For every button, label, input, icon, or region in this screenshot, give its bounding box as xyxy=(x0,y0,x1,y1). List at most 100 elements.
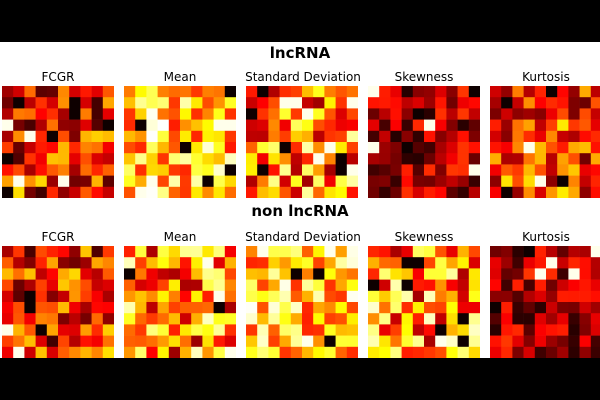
heatmap-cell xyxy=(346,119,358,132)
heatmap-cell xyxy=(579,268,592,280)
heatmap-cell xyxy=(446,186,458,198)
heatmap-cell xyxy=(534,324,547,336)
heatmap-cell xyxy=(457,290,470,303)
heatmap-cell xyxy=(124,346,136,358)
heatmap-cell xyxy=(135,86,147,98)
heatmap-cell xyxy=(590,86,600,98)
heatmap-cell xyxy=(135,119,147,132)
heatmap-cell xyxy=(157,290,170,303)
heatmap-cell xyxy=(24,142,36,154)
heatmap-cell xyxy=(124,119,136,132)
heatmap-cell xyxy=(468,153,480,165)
heatmap-cell xyxy=(46,119,59,132)
heatmap-cell xyxy=(146,175,158,188)
heatmap-cell xyxy=(424,279,436,292)
heatmap-cell xyxy=(13,130,25,143)
heatmap-cell xyxy=(69,257,81,269)
heatmap-cell xyxy=(24,324,36,336)
heatmap-cell xyxy=(2,97,14,109)
heatmap-cell xyxy=(368,324,380,336)
heatmap-cell xyxy=(2,186,14,198)
heatmap-cell xyxy=(268,268,280,280)
panel-title-lncrna-fcgr: FCGR xyxy=(41,70,75,84)
heatmap-cell xyxy=(579,335,592,348)
heatmap-cell xyxy=(302,108,314,120)
heatmap-cell xyxy=(35,279,48,292)
heatmap-cell xyxy=(24,153,36,165)
heatmap-cell xyxy=(424,246,436,258)
heatmap-cell xyxy=(290,142,303,154)
heatmap-cell xyxy=(379,86,391,98)
heatmap-lncrna-std xyxy=(246,86,358,198)
heatmap-cell xyxy=(146,186,158,198)
heatmap-cell xyxy=(290,97,303,109)
heatmap-cell xyxy=(180,186,192,198)
heatmap-cell xyxy=(457,164,470,176)
heatmap-cell xyxy=(157,153,170,165)
heatmap-cell xyxy=(102,335,114,348)
heatmap-cell xyxy=(446,86,458,98)
heatmap-cell xyxy=(58,119,70,132)
heatmap-cell xyxy=(546,86,558,98)
heatmap-cell xyxy=(24,290,36,303)
heatmap-cell xyxy=(157,175,170,188)
heatmap-cell xyxy=(24,130,36,143)
heatmap-cell xyxy=(191,279,203,292)
heatmap-cell xyxy=(124,257,136,269)
heatmap-cell xyxy=(69,324,81,336)
heatmap-cell xyxy=(80,142,92,154)
heatmap-cell xyxy=(58,290,70,303)
heatmap-cell xyxy=(279,186,292,198)
heatmap-cell xyxy=(168,175,181,188)
heatmap-cell xyxy=(379,175,391,188)
heatmap-cell xyxy=(512,175,524,188)
heatmap-cell xyxy=(590,153,600,165)
heatmap-cell xyxy=(24,97,36,109)
heatmap-cell xyxy=(546,257,558,269)
heatmap-cell xyxy=(13,108,25,120)
heatmap-cell xyxy=(69,268,81,280)
heatmap-cell xyxy=(523,97,536,109)
heatmap-cell xyxy=(490,119,502,132)
heatmap-cell xyxy=(180,324,192,336)
heatmap-cell xyxy=(80,175,92,188)
heatmap-cell xyxy=(2,246,14,258)
heatmap-cell xyxy=(91,257,104,269)
heatmap-cell xyxy=(313,335,325,348)
heatmap-cell xyxy=(58,86,70,98)
heatmap-cell xyxy=(546,97,558,109)
heatmap-cell xyxy=(102,246,114,258)
heatmap-cell xyxy=(91,119,104,132)
heatmap-cell xyxy=(290,86,303,98)
heatmap-cell xyxy=(568,324,580,336)
heatmap-cell xyxy=(379,324,391,336)
row-title-lncrna: lncRNA xyxy=(269,44,331,62)
heatmap-cell xyxy=(302,335,314,348)
heatmap-cell xyxy=(557,279,569,292)
heatmap-cell xyxy=(412,108,425,120)
heatmap-cell xyxy=(523,335,536,348)
heatmap-cell xyxy=(534,268,547,280)
heatmap-cell xyxy=(268,142,280,154)
heatmap-cell xyxy=(490,279,502,292)
heatmap-cell xyxy=(523,142,536,154)
heatmap-cell xyxy=(224,186,236,198)
heatmap-lncrna-fcgr xyxy=(2,86,114,198)
heatmap-cell xyxy=(69,164,81,176)
heatmap-cell xyxy=(124,313,136,325)
heatmap-cell xyxy=(157,268,170,280)
heatmap-cell xyxy=(135,346,147,358)
heatmap-cell xyxy=(191,186,203,198)
heatmap-cell xyxy=(13,324,25,336)
heatmap-cell xyxy=(268,153,280,165)
panel-title-lncrna-mean: Mean xyxy=(163,70,197,84)
heatmap-cell xyxy=(58,257,70,269)
heatmap-cell xyxy=(590,268,600,280)
heatmap-cell xyxy=(180,268,192,280)
heatmap-cell xyxy=(457,268,470,280)
heatmap-non-lncrna-fcgr xyxy=(2,246,114,358)
heatmap-cell xyxy=(69,119,81,132)
heatmap-cell xyxy=(457,346,470,358)
heatmap-cell xyxy=(368,97,380,109)
heatmap-cell xyxy=(313,164,325,176)
